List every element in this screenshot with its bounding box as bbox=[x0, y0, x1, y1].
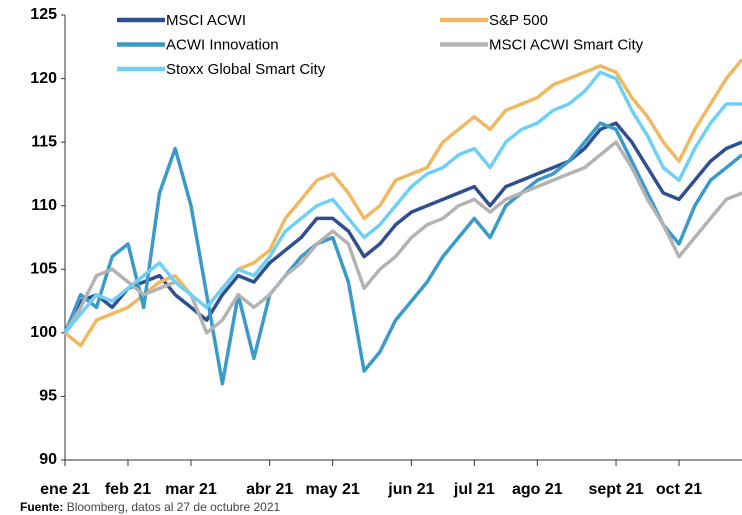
x-tick-label: ago 21 bbox=[512, 481, 563, 498]
legend-label: Stoxx Global Smart City bbox=[166, 61, 326, 78]
x-tick-label: mar 21 bbox=[165, 481, 217, 498]
x-tick-label: jul 21 bbox=[453, 481, 495, 498]
y-tick-label: 120 bbox=[30, 70, 57, 87]
x-tick-label: sept 21 bbox=[588, 481, 643, 498]
source-text: Bloomberg, datos al 27 de octubre 2021 bbox=[67, 500, 281, 514]
source-label: Fuente: bbox=[20, 500, 63, 514]
y-tick-label: 125 bbox=[30, 6, 57, 23]
source: Fuente: Bloomberg, datos al 27 de octubr… bbox=[20, 500, 280, 514]
y-tick-label: 105 bbox=[30, 261, 57, 278]
x-tick-label: may 21 bbox=[306, 481, 360, 498]
x-tick-label: oct 21 bbox=[656, 481, 702, 498]
legend-label: MSCI ACWI bbox=[166, 12, 246, 29]
x-tick-label: abr 21 bbox=[246, 481, 293, 498]
series-line bbox=[63, 58, 742, 348]
x-tick-label: feb 21 bbox=[105, 481, 151, 498]
y-tick-label: 100 bbox=[30, 324, 57, 341]
series-line bbox=[63, 70, 742, 335]
y-tick-label: 95 bbox=[39, 388, 57, 405]
y-tick-label: 110 bbox=[31, 197, 57, 214]
legend-label: MSCI ACWI Smart City bbox=[489, 36, 644, 53]
y-tick-label: 90 bbox=[39, 451, 57, 468]
x-tick-label: ene 21 bbox=[40, 481, 90, 498]
x-tick-label: jun 21 bbox=[387, 481, 434, 498]
legend-label: ACWI Innovation bbox=[166, 36, 279, 53]
legend-label: S&P 500 bbox=[489, 12, 548, 29]
series-line bbox=[63, 121, 742, 386]
series-line bbox=[63, 121, 742, 334]
y-tick-label: 115 bbox=[31, 133, 57, 150]
